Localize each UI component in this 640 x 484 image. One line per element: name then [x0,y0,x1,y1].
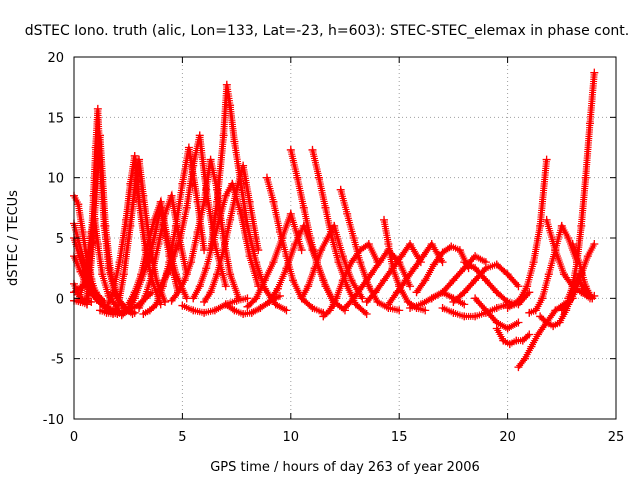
y-tick-label: -5 [51,353,64,368]
data-point [460,300,469,309]
series-markers [384,240,445,308]
data-series [471,294,523,333]
data-series [438,300,512,321]
x-tick-label: 5 [178,430,186,445]
data-series [460,258,534,309]
series-markers [504,158,550,312]
x-tick-label: 15 [391,430,408,445]
data-series [575,276,599,303]
axis-ticks: 0 5 10 15 20 25 -10 -5 0 5 10 15 20 [43,51,625,445]
data-series [384,240,447,309]
data-series [503,155,551,312]
data-point [161,297,170,306]
data-series [189,179,263,303]
series-markers [471,294,521,332]
series-markers [168,156,242,305]
x-tick-label: 10 [283,430,300,445]
series-markers [207,81,289,313]
chart-title: dSTEC Iono. truth (alic, Lon=133, Lat=-2… [25,23,629,39]
data-point [275,291,284,300]
data-series [336,185,404,315]
y-tick-label: 20 [47,51,64,66]
y-tick-label: 0 [56,292,64,307]
data-series [200,161,263,306]
data-series [564,68,599,303]
data-series [380,215,430,315]
data-series [412,242,473,297]
y-tick-label: 15 [47,111,64,126]
x-tick-label: 0 [70,430,78,445]
data-series [206,80,291,315]
data-layer [70,68,599,372]
y-tick-label: 10 [47,172,64,187]
data-point [358,294,367,303]
data-point [514,318,523,327]
series-markers [493,325,532,348]
data-point [282,306,291,315]
x-axis-label: GPS time / hours of day 263 of year 2006 [210,460,480,475]
series-markers [514,296,575,371]
y-tick-label: -10 [43,413,64,428]
data-point [590,240,599,249]
y-axis-label: dSTEC / TECUs [6,190,21,286]
data-point [406,282,415,291]
series-markers [536,272,582,330]
data-point [421,306,430,315]
data-point [438,258,447,267]
data-series [167,155,243,305]
data-series [492,324,534,349]
series-markers [413,242,472,296]
x-tick-label: 20 [499,430,516,445]
series-markers [74,215,120,310]
x-tick-label: 25 [608,430,625,445]
series-markers [564,71,598,302]
data-series [178,294,252,317]
series-markers [575,276,596,302]
data-series [74,214,122,312]
data-point [297,246,306,255]
y-tick-label: 5 [56,232,64,247]
data-point [221,282,230,291]
